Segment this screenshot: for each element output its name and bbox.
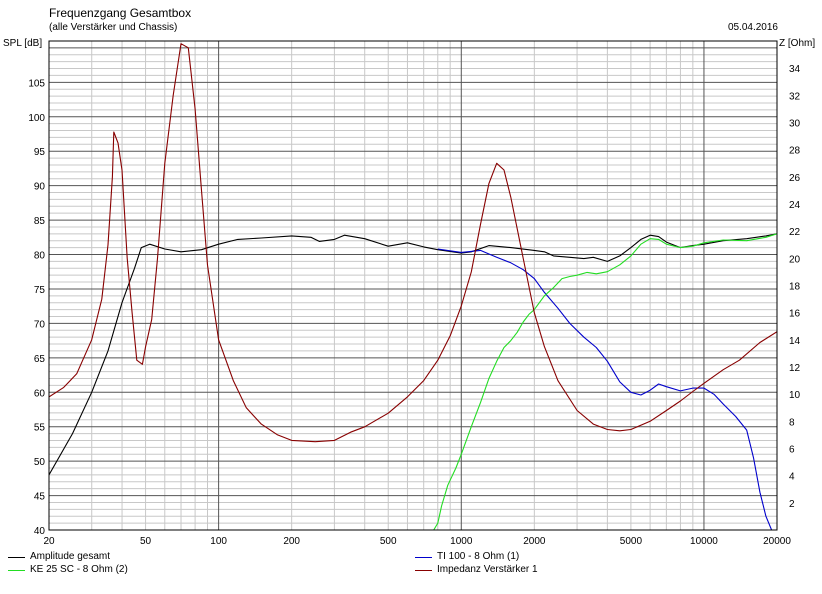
legend-label: TI 100 - 8 Ohm (1) bbox=[437, 551, 520, 562]
legend-label: Amplitude gesamt bbox=[30, 551, 111, 562]
legend-swatch bbox=[415, 557, 432, 558]
x-tick-label: 500 bbox=[380, 536, 397, 547]
y-right-tick-label: 6 bbox=[789, 445, 795, 456]
series-line-ke-25-sc-8-ohm-2 bbox=[49, 233, 777, 530]
y-right-tick-label: 34 bbox=[789, 64, 801, 75]
x-tick-label: 200 bbox=[283, 536, 300, 547]
y-left-tick-label: 60 bbox=[34, 388, 46, 399]
y-right-tick-label: 2 bbox=[789, 499, 795, 510]
x-tick-label: 100 bbox=[210, 536, 227, 547]
x-tick-label: 20 bbox=[43, 536, 55, 547]
y-left-tick-label: 95 bbox=[34, 147, 46, 158]
y-left-tick-label: 75 bbox=[34, 285, 46, 296]
x-tick-label: 20000 bbox=[763, 536, 791, 547]
series-line-impedanz-verst-rker-1 bbox=[49, 43, 777, 443]
y-right-tick-label: 30 bbox=[789, 119, 801, 130]
legend: Amplitude gesamt KE 25 SC - 8 Ohm (2) TI 1… bbox=[0, 551, 822, 591]
y-left-tick-label: 80 bbox=[34, 251, 46, 262]
y-right-tick-label: 26 bbox=[789, 173, 801, 184]
y-left-tick-label: 65 bbox=[34, 354, 46, 365]
x-tick-label: 10000 bbox=[690, 536, 718, 547]
y-right-tick-label: 32 bbox=[789, 91, 801, 102]
y-axis-label-right: Z [Ohm] bbox=[779, 38, 816, 49]
y-left-tick-label: 50 bbox=[34, 457, 46, 468]
x-tick-label: 2000 bbox=[523, 536, 546, 547]
y-right-tick-label: 22 bbox=[789, 227, 801, 238]
y-left-tick-label: 40 bbox=[34, 526, 46, 537]
y-left-tick-label: 85 bbox=[34, 216, 46, 227]
y-left-tick-label: 105 bbox=[28, 78, 45, 89]
legend-swatch bbox=[8, 570, 25, 571]
legend-swatch bbox=[415, 570, 432, 571]
x-tick-label: 50 bbox=[140, 536, 152, 547]
series-line-amplitude-gesamt bbox=[49, 233, 777, 476]
y-right-tick-label: 18 bbox=[789, 282, 801, 293]
y-right-tick-label: 10 bbox=[789, 390, 801, 401]
chart-title: Frequenzgang Gesamtbox bbox=[49, 6, 192, 20]
x-tick-label: 1000 bbox=[450, 536, 473, 547]
y-right-tick-label: 28 bbox=[789, 146, 801, 157]
y-left-tick-label: 100 bbox=[28, 113, 45, 124]
chart-subtitle: (alle Verstärker und Chassis) bbox=[49, 22, 178, 33]
series-line-ti-100-8-ohm-1 bbox=[437, 248, 773, 530]
y-right-tick-label: 8 bbox=[789, 417, 795, 428]
legend-label: KE 25 SC - 8 Ohm (2) bbox=[30, 564, 128, 575]
y-right-tick-label: 14 bbox=[789, 336, 801, 347]
y-right-tick-label: 12 bbox=[789, 363, 801, 374]
y-right-tick-label: 24 bbox=[789, 200, 801, 211]
y-left-tick-label: 45 bbox=[34, 492, 46, 503]
legend-label: Impedanz Verstärker 1 bbox=[437, 564, 538, 575]
x-tick-label: 5000 bbox=[620, 536, 643, 547]
y-left-tick-label: 90 bbox=[34, 182, 46, 193]
y-left-tick-label: 55 bbox=[34, 423, 46, 434]
legend-swatch bbox=[8, 557, 25, 558]
chart-date: 05.04.2016 bbox=[727, 22, 778, 33]
y-right-tick-label: 16 bbox=[789, 309, 801, 320]
y-axis-label-left: SPL [dB] bbox=[3, 38, 43, 49]
y-right-tick-label: 20 bbox=[789, 254, 801, 265]
y-right-tick-label: 4 bbox=[789, 472, 795, 483]
y-left-tick-label: 70 bbox=[34, 319, 46, 330]
